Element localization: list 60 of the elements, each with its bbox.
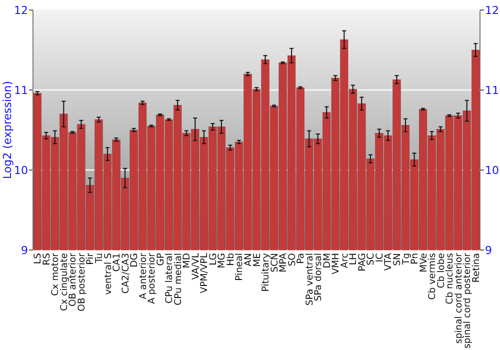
x-tick-label: VPM/VPL xyxy=(199,252,210,294)
x-tick-label: DM xyxy=(322,253,333,268)
x-tick-label: CPu medial xyxy=(172,253,184,306)
y-tick-label: 12 xyxy=(14,4,28,17)
x-tick-label: Tg xyxy=(400,252,412,266)
x-tick-label: PAG xyxy=(356,253,368,272)
x-tick-label: VTA xyxy=(383,252,394,271)
x-tick-label: OB anterior xyxy=(68,252,79,307)
x-tick-label: AN xyxy=(242,252,254,266)
y2-tick-label: 12 xyxy=(485,4,499,17)
x-tick-label: CA1 xyxy=(112,252,123,272)
y-tick-label: 11 xyxy=(14,84,28,97)
x-tick-label: MG xyxy=(216,253,228,268)
x-tick-label: GP xyxy=(155,252,166,266)
x-tick-label: CPu lateral xyxy=(164,253,176,304)
x-tick-label: OB posterior xyxy=(76,252,88,312)
x-tick-label: Cx cingulate xyxy=(58,252,70,311)
x-tick-label: MD xyxy=(182,253,193,268)
x-tick-label: Pituitary xyxy=(260,252,272,292)
x-tick-label: DG xyxy=(129,253,140,268)
x-tick-label: SO xyxy=(286,253,298,266)
x-tick-label: LG xyxy=(208,253,219,266)
x-tick-label: Cb lobe xyxy=(436,252,447,288)
x-tick-label: Cb vermis xyxy=(427,252,438,300)
x-tick-label: RS xyxy=(41,252,52,266)
x-tick-label: SPa dorsal xyxy=(313,253,324,302)
y2-tick-label: 10 xyxy=(485,164,499,177)
y-tick-label: 10 xyxy=(14,164,28,177)
x-tick-label: Pineal xyxy=(234,253,246,281)
x-tick-label: VA/VL xyxy=(190,252,202,280)
x-tick-label: SC xyxy=(366,253,377,266)
x-tick-label: Cb nucleus xyxy=(444,252,456,304)
x-tick-label: A anterior xyxy=(138,252,149,300)
x-tick-label: spinal cord posterior xyxy=(462,252,474,348)
x-tick-label: Retina xyxy=(470,253,482,283)
x-tick-label: SN xyxy=(392,252,403,266)
x-tick-label: MPA xyxy=(278,252,290,272)
x-tick-label: SPa ventral xyxy=(304,253,316,306)
x-tick-label: Pir xyxy=(85,252,96,265)
x-tick-label: Tu xyxy=(94,252,105,264)
x-tick-label: IC xyxy=(374,253,386,262)
x-tick-label: Hb xyxy=(225,252,236,266)
x-tick-label: Pn xyxy=(410,252,421,264)
x-tick-label: ventral S xyxy=(102,252,114,295)
x-tick-label: LS xyxy=(32,252,44,264)
x-tick-label: Cx motor xyxy=(50,252,62,296)
y2-tick-label: 11 xyxy=(485,84,499,97)
y2-tick-label: 9 xyxy=(485,244,492,257)
y-axis-title: Log2 (expression) xyxy=(1,80,14,180)
x-tick-label: SCN xyxy=(269,252,280,272)
x-tick-label: A posterior xyxy=(146,252,158,304)
x-tick-label: LH xyxy=(348,252,360,266)
x-tick-label: VMH xyxy=(330,252,342,274)
y-tick-label: 9 xyxy=(21,244,28,257)
x-tick-label: MVe xyxy=(418,252,430,272)
x-tick-label: ME xyxy=(252,252,263,267)
x-tick-label: Pa xyxy=(296,253,307,264)
x-tick-label: spinal cord anterior xyxy=(453,252,464,344)
x-tick-label: Arc xyxy=(339,253,350,268)
x-tick-label: CA2/CA3 xyxy=(120,252,132,294)
